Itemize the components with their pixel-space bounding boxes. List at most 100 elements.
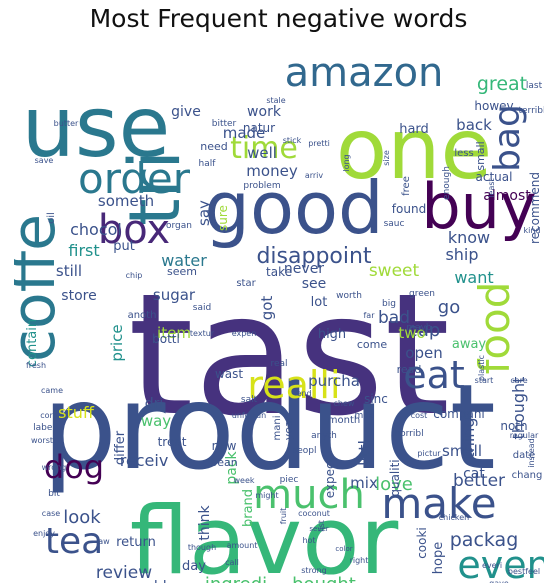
word-actual: actual — [476, 170, 513, 184]
word-better: better — [453, 471, 505, 491]
word-wast: wast — [215, 367, 243, 381]
word-thing: thing — [459, 417, 478, 458]
word-horribl: horribl — [394, 429, 423, 439]
word-start: start — [475, 376, 494, 385]
word-ship: ship — [445, 245, 478, 264]
word-two: two — [398, 324, 425, 342]
word-expect: expect — [323, 457, 337, 498]
word-expen: expen — [232, 329, 257, 338]
word-tri: tri — [114, 150, 196, 226]
word-someth: someth — [98, 192, 154, 210]
word-label: label — [33, 423, 55, 433]
word-buy: buy — [421, 170, 536, 243]
word-sure: sure — [216, 205, 230, 231]
word-say: say — [195, 200, 213, 226]
word-gave: gave — [489, 579, 509, 583]
word-dog: dog — [44, 448, 104, 486]
word-smell: smell — [442, 442, 482, 460]
word-chicken: chicken — [439, 513, 469, 522]
word-thought: thought — [509, 377, 528, 440]
word-regular: regular — [510, 431, 539, 440]
word-purcha: purcha — [308, 372, 360, 390]
word-strong: strong — [301, 566, 326, 575]
word-made: made — [223, 124, 266, 142]
word-sugar: sugar — [153, 286, 196, 304]
word-syrup: syrup — [315, 581, 337, 583]
word-even: even — [457, 543, 544, 583]
word-box: box — [98, 207, 170, 253]
word-everi: everi — [482, 561, 502, 570]
word-less: less — [454, 148, 473, 159]
word-back: back — [456, 116, 492, 134]
word-treat: treat — [158, 435, 187, 449]
word-anoth: anoth — [128, 310, 157, 321]
word-butter: butter — [54, 119, 79, 128]
word-kind: kind — [523, 226, 540, 235]
word-return: return — [116, 535, 156, 550]
word-organ: organ — [166, 221, 192, 231]
word-order: order — [78, 154, 191, 203]
word-new: new — [212, 439, 237, 453]
word-chocol: chocol — [70, 220, 122, 239]
word-price: price — [108, 324, 126, 361]
word-howev: howev — [474, 99, 513, 113]
word-realli: realli — [247, 363, 340, 407]
word-end: end — [296, 389, 311, 398]
word-bottl: bottl — [152, 332, 180, 346]
word-noth: noth — [500, 419, 527, 433]
word-flavor: flavor — [130, 487, 399, 583]
word-last: last — [526, 81, 543, 91]
word-instead: instead — [527, 438, 536, 468]
word-stuff: stuff — [58, 403, 95, 422]
word-size: size — [382, 150, 391, 166]
word-mix: mix — [350, 474, 378, 492]
word-coffe: coffe — [14, 214, 69, 362]
word-corn: corn — [40, 411, 58, 420]
word-sinc: sinc — [364, 392, 388, 406]
word-product: product — [42, 358, 496, 496]
word-open: open — [405, 344, 442, 362]
chart-title: Most Frequent negative words — [89, 4, 468, 33]
word-case: case — [42, 509, 60, 518]
word-cat: cat — [463, 466, 485, 482]
word-problem: problem — [243, 181, 280, 191]
word-bestfeel: bestfeel — [508, 567, 540, 576]
word-food: food — [470, 282, 519, 375]
word-never: never — [284, 261, 324, 277]
word-amazon: amazon — [285, 50, 444, 96]
word-recommend: recommend — [528, 172, 542, 244]
word-drink: drink — [384, 580, 425, 583]
word-bitter: bitter — [212, 119, 237, 129]
word-star: star — [236, 278, 256, 289]
word-pack: pack — [224, 450, 240, 484]
word-know: know — [448, 228, 490, 247]
word-care: care — [510, 376, 527, 385]
word-work: work — [247, 104, 282, 120]
word-put: put — [113, 239, 135, 254]
word-far: far — [363, 311, 375, 320]
word-way: way — [141, 412, 171, 430]
word-seem: seem — [167, 265, 197, 278]
word-time: time — [230, 131, 298, 166]
word-disappoint: disappoint — [256, 244, 371, 269]
word-stick: stick — [283, 136, 302, 145]
word-salt: salt — [241, 395, 258, 405]
word-eat: eat — [403, 353, 465, 397]
word-unfortun: unfortun — [232, 411, 266, 420]
word-stale: stale — [266, 96, 285, 105]
word-might: might — [255, 491, 278, 500]
word-almost: almost — [483, 188, 531, 204]
word-compani: compani — [433, 407, 485, 421]
word-small: small — [474, 141, 487, 170]
word-real: real — [270, 359, 287, 369]
word-think: think — [197, 504, 213, 540]
word-coconut: coconut — [298, 509, 330, 518]
word-tast: tast — [128, 257, 450, 453]
word-contain: contain — [25, 319, 40, 367]
word-enjoy: enjoy — [33, 529, 55, 538]
word-half: half — [199, 159, 217, 169]
word-first: first — [68, 241, 99, 260]
word-hard: hard — [399, 122, 429, 137]
word-got: got — [258, 296, 276, 321]
word-found: found — [392, 202, 426, 216]
